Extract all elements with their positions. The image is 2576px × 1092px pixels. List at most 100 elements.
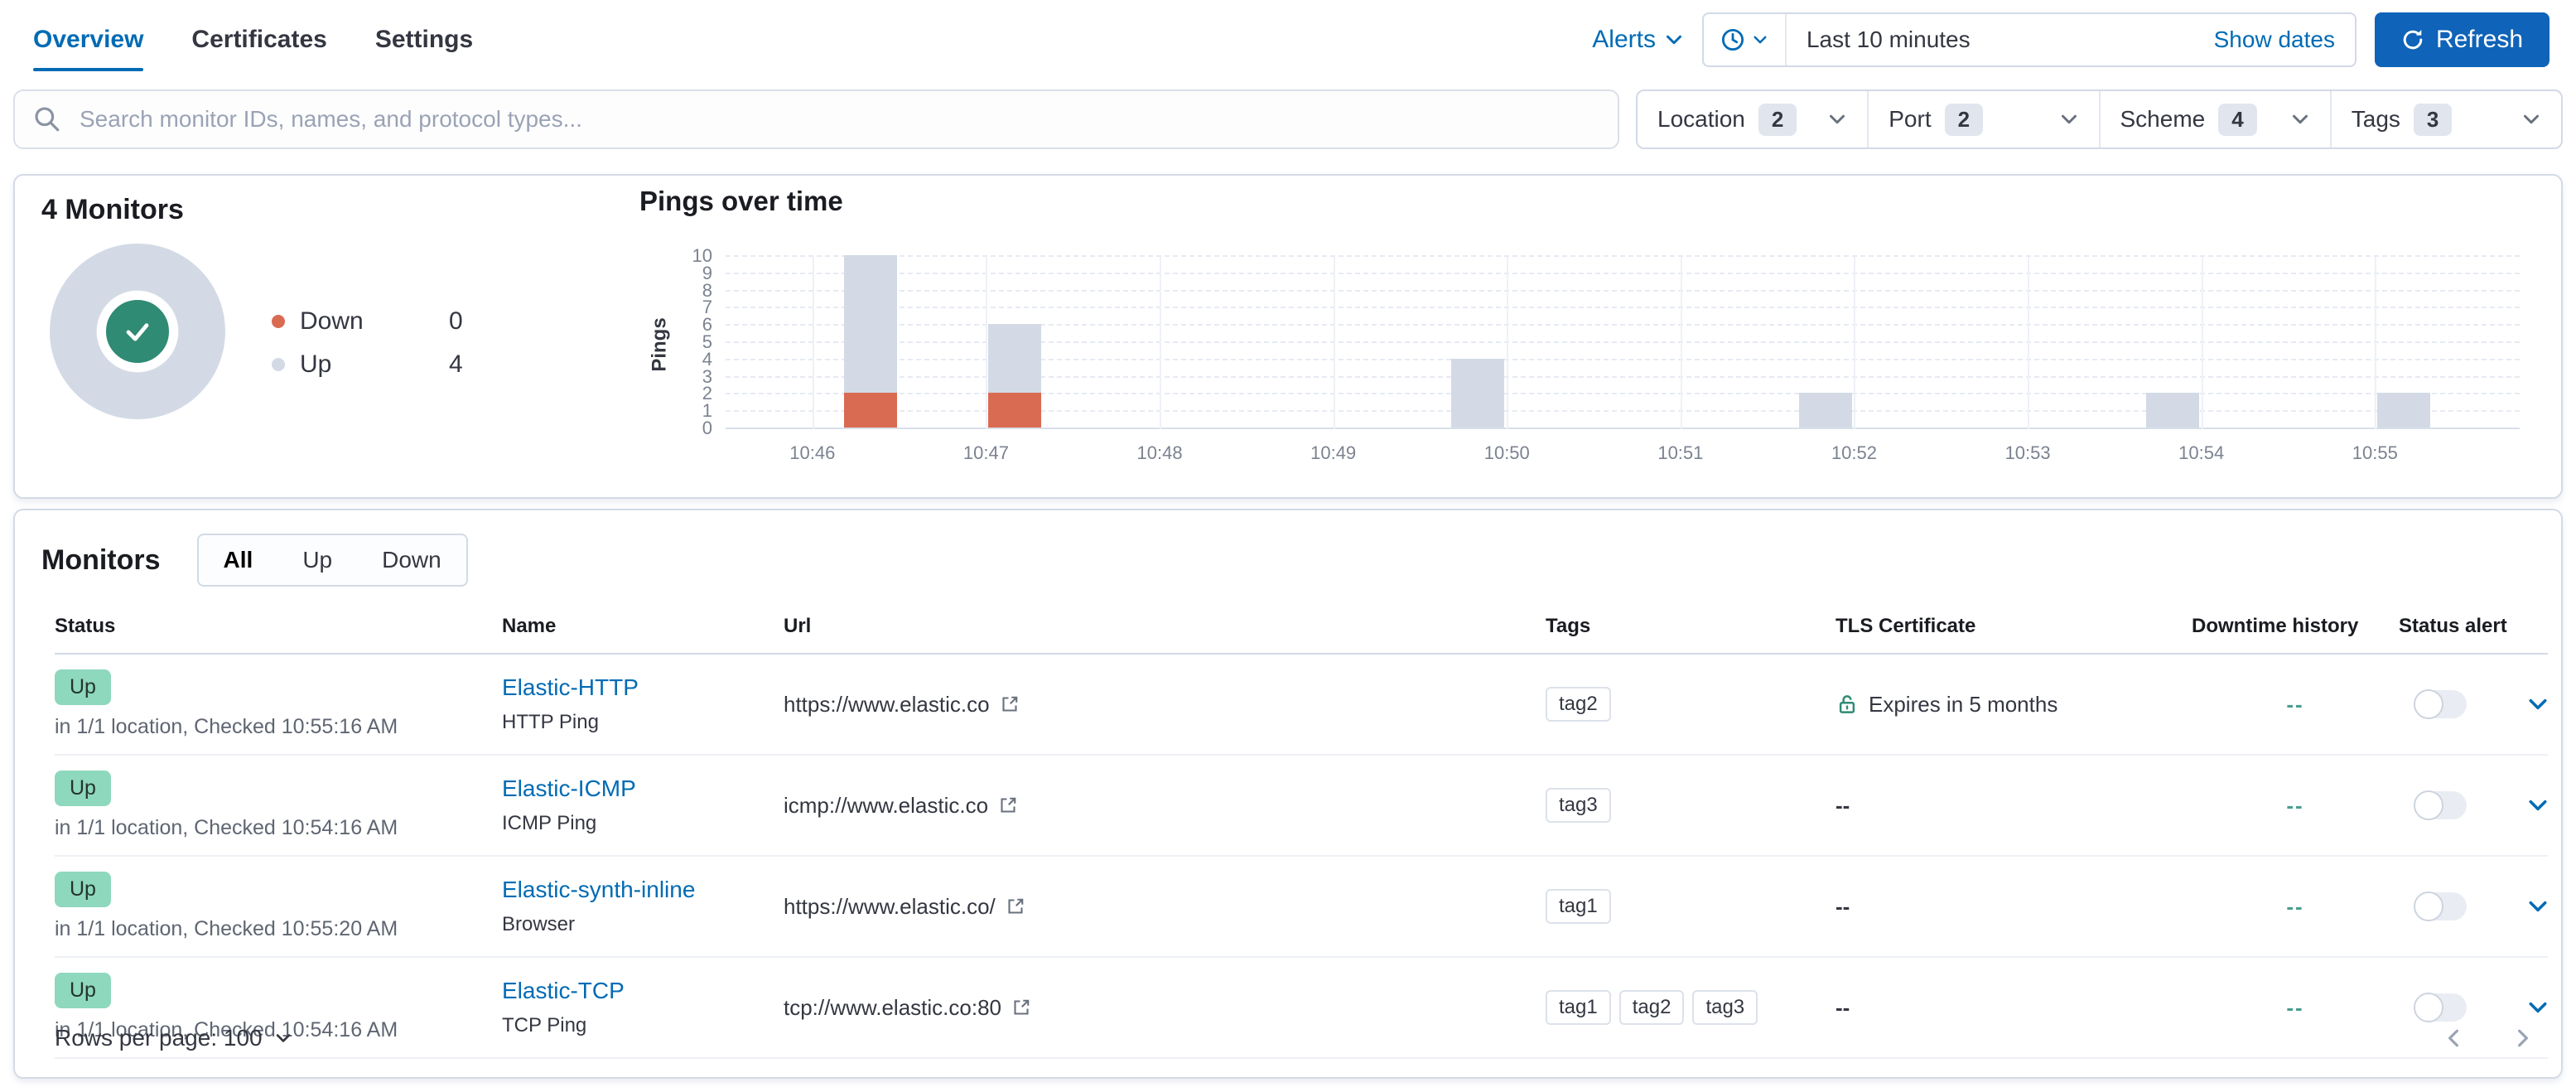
chevron-down-icon xyxy=(2059,109,2079,129)
chevron-down-icon xyxy=(1830,114,1845,124)
grid-line-h xyxy=(726,272,2520,274)
expand-row-button[interactable] xyxy=(2511,895,2564,918)
toggle-thumb xyxy=(2414,689,2443,719)
status-filter-group: All Up Down xyxy=(196,534,468,587)
status-alert-toggle[interactable] xyxy=(2414,689,2467,719)
time-picker: Last 10 minutes Show dates xyxy=(1701,12,2357,67)
column-header: Name xyxy=(502,615,557,637)
chevron-down-icon xyxy=(2521,109,2541,129)
tab-certificates[interactable]: Certificates xyxy=(191,26,327,53)
previous-page-button[interactable] xyxy=(2442,1027,2465,1050)
grid-line-h xyxy=(726,324,2520,326)
status-alert-toggle[interactable] xyxy=(2414,993,2467,1022)
tab-bar: Overview Certificates Settings xyxy=(33,0,473,80)
tab-settings[interactable]: Settings xyxy=(374,26,474,53)
downtime-cell: -- xyxy=(2192,793,2399,819)
refresh-label: Refresh xyxy=(2435,26,2523,53)
x-axis-tick: 10:46 xyxy=(789,442,836,463)
grid-line-h xyxy=(726,341,2520,343)
chevron-right-icon xyxy=(2518,1029,2528,1047)
monitor-type: HTTP Ping xyxy=(502,711,599,733)
grid-line-v xyxy=(2028,257,2030,429)
status-detail: in 1/1 location, Checked 10:55:16 AM xyxy=(55,715,398,738)
table-row: Up in 1/1 location, Checked 10:55:16 AM El… xyxy=(55,655,2548,756)
clock-icon xyxy=(1721,28,1744,51)
url-cell[interactable]: https://www.elastic.co xyxy=(784,692,1546,718)
up-pings-segment xyxy=(2377,393,2431,428)
filter-tags[interactable]: Tags 3 xyxy=(2332,91,2561,147)
refresh-button[interactable]: Refresh xyxy=(2374,12,2549,67)
x-axis-tick: 10:52 xyxy=(1831,442,1877,463)
column-header: Downtime history xyxy=(2192,615,2359,637)
y-axis-tick: 9 xyxy=(702,262,712,283)
up-pings-segment xyxy=(1798,393,1852,428)
status-donut-chart xyxy=(50,244,225,419)
monitor-name-link[interactable]: Elastic-HTTP xyxy=(502,674,639,700)
chevron-down-icon xyxy=(2529,1002,2546,1013)
legend-value: 0 xyxy=(449,307,463,335)
legend-value: 4 xyxy=(449,350,463,378)
lock-icon xyxy=(1839,695,1855,713)
url-cell[interactable]: https://www.elastic.co/ xyxy=(784,894,1546,920)
legend-item-down: Down 0 xyxy=(272,300,487,343)
x-axis-tick: 10:47 xyxy=(962,442,1009,463)
status-alert-toggle[interactable] xyxy=(2414,891,2467,921)
quick-select-menu[interactable] xyxy=(1704,14,1787,65)
grid-line-h xyxy=(726,307,2520,309)
table-row: Up in 1/1 location, Checked 10:54:16 AM El… xyxy=(55,958,2548,1059)
status-alert-cell xyxy=(2399,993,2511,1022)
grid-line-v xyxy=(1854,257,1856,429)
status-filter-down[interactable]: Down xyxy=(382,547,441,573)
status-alert-toggle[interactable] xyxy=(2414,790,2467,820)
status-filter-up[interactable]: Up xyxy=(302,547,333,573)
filter-scheme[interactable]: Scheme 4 xyxy=(2101,91,2332,147)
column-header: Url xyxy=(784,615,812,637)
x-axis-tick: 10:51 xyxy=(1657,442,1704,463)
y-axis-tick: 8 xyxy=(702,279,712,301)
time-range-value[interactable]: Last 10 minutes xyxy=(1806,27,1971,52)
url-cell[interactable]: tcp://www.elastic.co:80 xyxy=(784,995,1546,1021)
downtime-value: -- xyxy=(2286,691,2304,717)
chart-title: Pings over time xyxy=(639,186,843,216)
chevron-down-icon xyxy=(2529,901,2546,912)
down-pings-segment xyxy=(843,393,897,428)
up-pings-segment xyxy=(843,255,897,394)
downtime-cell: -- xyxy=(2192,995,2399,1021)
show-dates-link[interactable]: Show dates xyxy=(2213,27,2335,52)
status-cell: Up in 1/1 location, Checked 10:54:16 AM xyxy=(55,771,502,840)
filter-port[interactable]: Port 2 xyxy=(1869,91,2101,147)
expand-row-button[interactable] xyxy=(2511,794,2564,817)
downtime-cell: -- xyxy=(2192,692,2399,718)
x-axis-line xyxy=(726,428,2520,429)
monitor-name-link[interactable]: Elastic-TCP xyxy=(502,978,625,1003)
expand-row-button[interactable] xyxy=(2511,693,2564,716)
filter-label: Location xyxy=(1657,106,1745,132)
chevron-down-icon xyxy=(2061,114,2077,124)
ping-bar xyxy=(1451,358,1505,428)
monitor-name-link[interactable]: Elastic-synth-inline xyxy=(502,877,696,902)
legend-label: Down xyxy=(300,307,364,335)
next-page-button[interactable] xyxy=(2511,1027,2535,1050)
grid-line-h xyxy=(726,410,2520,413)
tag-badge: tag1 xyxy=(1546,990,1611,1025)
tab-overview[interactable]: Overview xyxy=(33,0,144,80)
expand-row-button[interactable] xyxy=(2511,996,2564,1019)
tls-cell: -- xyxy=(1836,894,2192,920)
tls-cell: -- xyxy=(1836,995,2192,1021)
grid-line-v xyxy=(2201,257,2203,429)
alerts-menu[interactable]: Alerts xyxy=(1592,26,1684,54)
snapshot-title: 4 Monitors xyxy=(41,194,184,225)
monitor-url: tcp://www.elastic.co:80 xyxy=(784,994,1001,1020)
table-row: Up in 1/1 location, Checked 10:55:20 AM El… xyxy=(55,857,2548,958)
status-filter-all[interactable]: All xyxy=(223,547,253,573)
pings-over-time-chart: Pings over time Pings 0 1 2 3 4 5 6 7 8 9 10 10:46 1… xyxy=(639,186,2536,484)
search-input[interactable] xyxy=(13,89,1619,149)
monitor-name-link[interactable]: Elastic-ICMP xyxy=(502,776,636,801)
check-icon xyxy=(126,323,149,341)
rows-per-page-button[interactable]: Rows per page: 100 xyxy=(55,1025,292,1051)
all-up-indicator xyxy=(99,293,176,370)
filter-location[interactable]: Location 2 xyxy=(1638,91,1869,147)
url-cell[interactable]: icmp://www.elastic.co xyxy=(784,793,1546,819)
filter-label: Port xyxy=(1889,106,1932,132)
y-axis-tick: 2 xyxy=(702,383,712,404)
